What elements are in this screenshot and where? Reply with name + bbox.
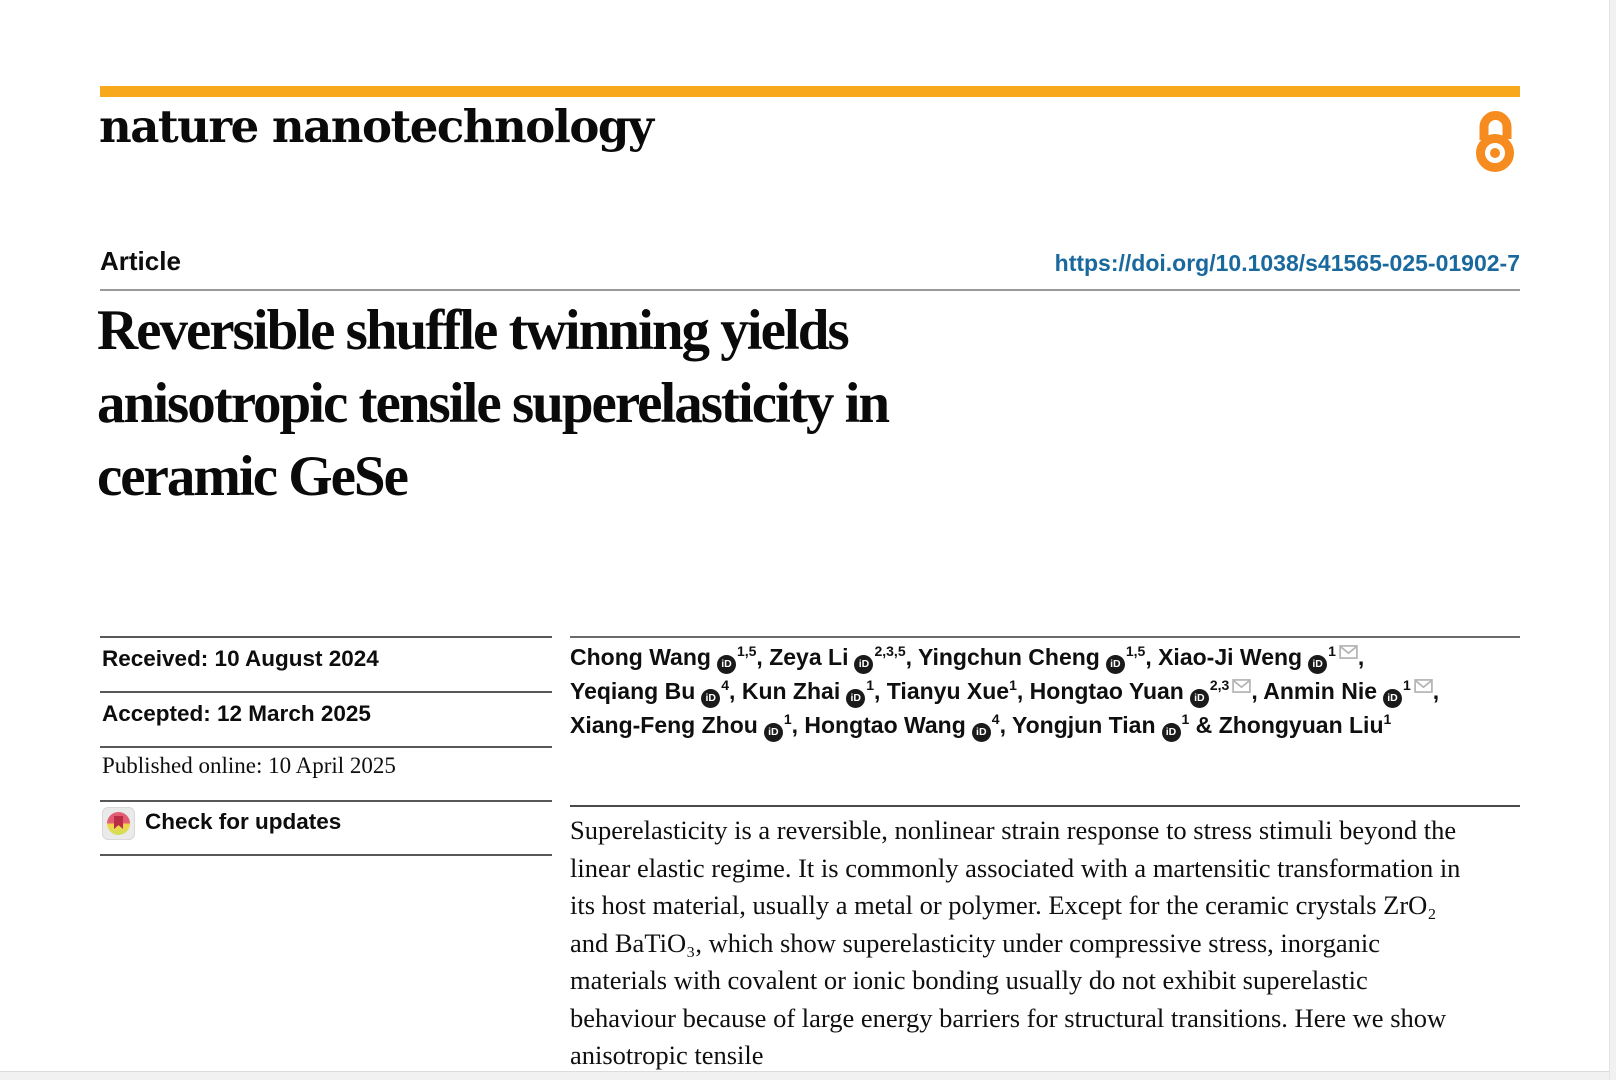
author: Xiang-Feng Zhou iD1 <box>570 711 792 742</box>
page-edge-right <box>1609 0 1616 1080</box>
author: Yongjun Tian iD1 <box>1011 711 1190 742</box>
email-icon[interactable] <box>1414 674 1433 708</box>
check-for-updates-label: Check for updates <box>145 809 342 834</box>
author-name: Xiao-Ji Weng <box>1158 644 1303 670</box>
author-separator: & <box>1189 712 1219 738</box>
author-affiliation-superscript: 4 <box>721 677 730 693</box>
meta-divider <box>100 854 552 856</box>
author: Xiao-Ji Weng iD1 <box>1158 643 1358 674</box>
author-separator: , <box>1251 678 1264 704</box>
author-name: Yeqiang Bu <box>570 678 696 704</box>
author-separator: , <box>791 712 805 738</box>
crossmark-icon <box>102 807 135 840</box>
author-name: Zeya Li <box>769 644 849 670</box>
author-affiliation-superscript: 1 <box>1403 677 1411 693</box>
author-name: Yongjun Tian <box>1011 712 1156 738</box>
author-affiliation-superscript: 1 <box>1009 677 1017 693</box>
orcid-icon[interactable]: iD <box>1189 689 1209 708</box>
meta-divider <box>100 636 552 638</box>
orcid-icon[interactable]: iD <box>1161 723 1181 742</box>
author-name: Xiang-Feng Zhou <box>570 712 758 738</box>
author: Kun Zhai iD1 <box>741 677 875 708</box>
author-affiliation-superscript: 1 <box>1328 643 1336 659</box>
author: Chong Wang iD1,5 <box>570 643 757 674</box>
author: Yeqiang Bu iD4 <box>570 677 730 708</box>
author-affiliation-superscript: 4 <box>991 711 1000 727</box>
author-name: Hongtao Wang <box>804 712 966 738</box>
author-separator: , <box>905 644 918 670</box>
author-separator: , <box>1432 678 1440 704</box>
orcid-icon[interactable]: iD <box>716 655 736 674</box>
title-line-3: ceramic GeSe <box>97 445 409 508</box>
author-name: Hongtao Yuan <box>1029 678 1184 704</box>
author-affiliation-superscript: 1 <box>1181 711 1190 727</box>
page-edge-bottom <box>0 1071 1616 1080</box>
orcid-icon[interactable]: iD <box>846 689 866 708</box>
orcid-icon[interactable]: iD <box>763 723 783 742</box>
author-separator: , <box>1016 678 1030 704</box>
author: Zhongyuan Liu1 <box>1219 712 1392 738</box>
doi-link[interactable]: https://doi.org/10.1038/s41565-025-01902… <box>1054 250 1520 276</box>
author-affiliation-superscript: 1,5 <box>1125 643 1146 659</box>
article-type-label: Article <box>100 246 181 276</box>
journal-accent-bar <box>100 86 1520 97</box>
author-separator: , <box>729 678 742 704</box>
author-separator: , <box>999 712 1012 738</box>
header-divider <box>100 289 1520 291</box>
orcid-icon[interactable]: iD <box>1383 689 1402 708</box>
author: Yingchun Cheng iD1,5 <box>917 643 1146 674</box>
author-affiliation-superscript: 1 <box>1383 711 1392 727</box>
article-title: Reversible shuffle twinning yields aniso… <box>97 294 1377 513</box>
title-line-1: Reversible shuffle twinning yields <box>97 299 850 362</box>
author-separator: , <box>756 644 770 670</box>
author-list: Chong Wang iD1,5, Zeya Li iD2,3,5, Yingchu… <box>570 640 1522 742</box>
open-access-icon <box>1470 106 1520 176</box>
author-name: Tianyu Xue <box>886 678 1010 704</box>
author-name: Chong Wang <box>570 644 711 670</box>
author-name: Zhongyuan Liu <box>1218 712 1384 738</box>
published-date: Published online: 10 April 2025 <box>102 753 396 778</box>
author-name: Yingchun Cheng <box>917 644 1100 670</box>
author: Hongtao Yuan iD2,3 <box>1029 677 1252 708</box>
orcid-icon[interactable]: iD <box>1308 655 1328 674</box>
author-separator: , <box>874 678 887 704</box>
orcid-icon[interactable]: iD <box>854 655 874 674</box>
author: Anmin Nie iD1 <box>1263 677 1433 708</box>
author-name: Anmin Nie <box>1263 678 1377 704</box>
author-affiliation-superscript: 2,3,5 <box>874 643 906 659</box>
orcid-icon[interactable]: iD <box>1105 655 1125 674</box>
email-icon[interactable] <box>1232 674 1252 708</box>
author-separator: , <box>1357 644 1365 670</box>
title-line-2: anisotropic tensile superelasticity in <box>97 372 890 435</box>
email-icon[interactable] <box>1339 640 1358 674</box>
author-separator: , <box>1145 644 1159 670</box>
abstract-divider <box>570 805 1520 807</box>
meta-divider <box>100 746 552 748</box>
author-affiliation-superscript: 1 <box>866 677 875 693</box>
check-for-updates-link[interactable]: Check for updates <box>102 806 552 842</box>
authors-top-divider <box>570 636 1520 638</box>
author: Zeya Li iD2,3,5 <box>769 643 906 674</box>
author: Hongtao Wang iD4 <box>804 711 1000 742</box>
received-date: Received: 10 August 2024 <box>102 646 379 671</box>
author-affiliation-superscript: 1,5 <box>736 643 757 659</box>
author-affiliation-superscript: 1 <box>783 711 792 727</box>
orcid-icon[interactable]: iD <box>701 689 721 708</box>
author-affiliation-superscript: 2,3 <box>1209 677 1230 693</box>
meta-divider <box>100 691 552 693</box>
accepted-date: Accepted: 12 March 2025 <box>102 701 371 726</box>
author: Tianyu Xue1 <box>887 678 1017 704</box>
crossmark-bookmark <box>114 816 123 829</box>
journal-logotype: nature nanotechnology <box>99 100 654 153</box>
meta-divider <box>100 800 552 802</box>
abstract-text: Superelasticity is a reversible, nonline… <box>570 815 1461 1070</box>
orcid-icon[interactable]: iD <box>971 723 991 742</box>
author-name: Kun Zhai <box>741 678 841 704</box>
